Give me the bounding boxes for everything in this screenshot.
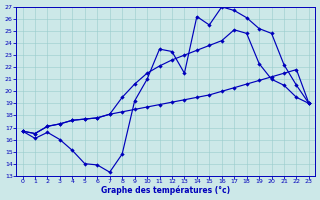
X-axis label: Graphe des températures (°c): Graphe des températures (°c) [101, 186, 230, 195]
